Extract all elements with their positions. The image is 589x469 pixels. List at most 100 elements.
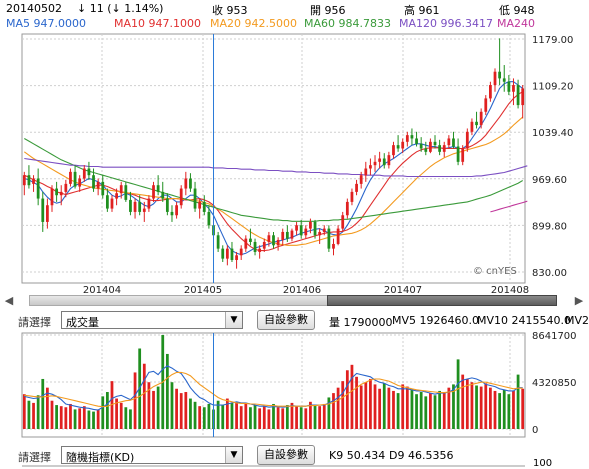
volume-bar (465, 378, 469, 429)
volume-bar (507, 394, 511, 429)
volume-bar (502, 389, 506, 429)
volume-bar (512, 390, 515, 429)
quote-high: 高 961 (404, 4, 440, 17)
volume-bar (22, 394, 26, 429)
indicator-select-2[interactable]: 隨機指標(KD) ▼ (61, 446, 243, 464)
scroll-left-arrow-icon[interactable]: ◀ (4, 294, 14, 307)
volume-bar (55, 405, 58, 429)
candlestick (133, 198, 137, 219)
volume-bar (429, 393, 432, 429)
candlestick (295, 221, 298, 236)
candlestick (216, 231, 220, 252)
volume-bar (318, 406, 322, 429)
custom-params-button-2[interactable]: 自設參數 (257, 445, 315, 465)
candlestick (50, 185, 54, 212)
candlestick (110, 195, 114, 212)
volume-bar (198, 406, 202, 429)
volume-bar (193, 401, 197, 429)
quote-low: 低 948 (499, 4, 535, 17)
candlestick (161, 181, 165, 202)
candlestick (179, 185, 183, 209)
price-tick-label: 969.60 (532, 175, 567, 186)
moving-average-lines (23, 81, 528, 256)
volume-bar (249, 407, 252, 429)
candlestick (78, 175, 82, 192)
indicator-toolbar-2: 請選擇 隨機指標(KD) ▼ 自設參數 K9 50.434 D9 46.5356 (0, 445, 589, 467)
dropdown-arrow-icon[interactable]: ▼ (225, 312, 242, 328)
indicator-select-1[interactable]: 成交量 ▼ (61, 311, 243, 329)
scroll-right-arrow-icon[interactable]: ▶ (574, 294, 584, 307)
ma5-legend: MA5 947.0000 (6, 17, 86, 30)
candlestick (341, 211, 345, 232)
candlestick (105, 188, 109, 212)
candlestick (239, 245, 243, 260)
volume-bar (447, 387, 451, 429)
candlestick (64, 179, 68, 198)
volume-bar (41, 378, 45, 429)
volume-bar (82, 406, 86, 429)
volume-bar (262, 406, 266, 429)
time-tick-label: 201407 (384, 285, 422, 294)
volume-bar (101, 396, 105, 429)
volume-value: 量 1790000 (329, 316, 393, 329)
quote-change: ↓ 11 (↓ 1.14%) (77, 2, 164, 15)
time-tick-label: 201404 (83, 285, 121, 294)
cnyes-watermark: © cnYES (473, 266, 517, 277)
candlestick (493, 68, 497, 92)
custom-params-button-1[interactable]: 自設參數 (257, 310, 315, 330)
price-tick-label: 1179.00 (532, 35, 573, 46)
volume-bar (424, 396, 428, 429)
ma120-line (24, 157, 528, 178)
candlestick (249, 228, 252, 246)
ma240-line (490, 200, 528, 213)
volume-bar (276, 407, 280, 429)
volume-bar (124, 407, 128, 429)
volume-bar (235, 401, 238, 429)
volume-bar (309, 401, 312, 429)
volume-bar (258, 408, 262, 429)
volume-bar (156, 386, 160, 429)
candlestick (313, 219, 317, 239)
volume-bar (373, 384, 377, 429)
time-tick-label: 201408 (491, 285, 529, 294)
volume-bar (498, 393, 502, 429)
candlestick (355, 179, 358, 196)
scroll-thumb[interactable] (327, 295, 557, 306)
time-tick-label: 201405 (184, 285, 222, 294)
price-chart[interactable]: 1179.001109.201039.40969.60899.80830.00 … (0, 0, 589, 294)
volume-bar (355, 376, 358, 429)
candlestick (318, 228, 322, 244)
volume-bar (327, 397, 331, 429)
candlestick (119, 181, 123, 199)
candlestick (156, 175, 160, 196)
volume-bar (133, 372, 137, 429)
candlestick (373, 155, 377, 172)
dropdown-arrow-icon-2[interactable]: ▼ (225, 447, 242, 463)
volume-bar (332, 393, 335, 429)
candlestick (369, 158, 372, 176)
volume-bar (295, 406, 298, 429)
volume-bar (152, 390, 155, 429)
volume-bar (50, 400, 54, 429)
ma10-line (24, 91, 523, 252)
candlestick (152, 181, 155, 202)
candlestick (516, 79, 520, 109)
mv10-line (24, 371, 523, 408)
volume-bar (493, 390, 497, 429)
volume-bar (345, 370, 349, 429)
time-x-axis: 201404 201405 201406 201407 201408 (83, 285, 529, 294)
candlestick (189, 173, 192, 192)
candlestick (101, 175, 105, 199)
volume-moving-averages (24, 365, 523, 411)
candlestick (396, 135, 400, 152)
time-scrollbar[interactable]: ◀ ▶ (0, 294, 589, 308)
indicator-select-value-2: 隨機指標(KD) (66, 451, 135, 464)
candlestick (41, 191, 45, 232)
price-tick-label: 1109.20 (532, 82, 573, 93)
candlestick (401, 138, 405, 154)
volume-bar (396, 393, 400, 429)
quote-open: 開 956 (310, 4, 346, 17)
ma5-line (24, 81, 524, 256)
candlestick (276, 237, 280, 251)
volume-bar (73, 409, 77, 429)
